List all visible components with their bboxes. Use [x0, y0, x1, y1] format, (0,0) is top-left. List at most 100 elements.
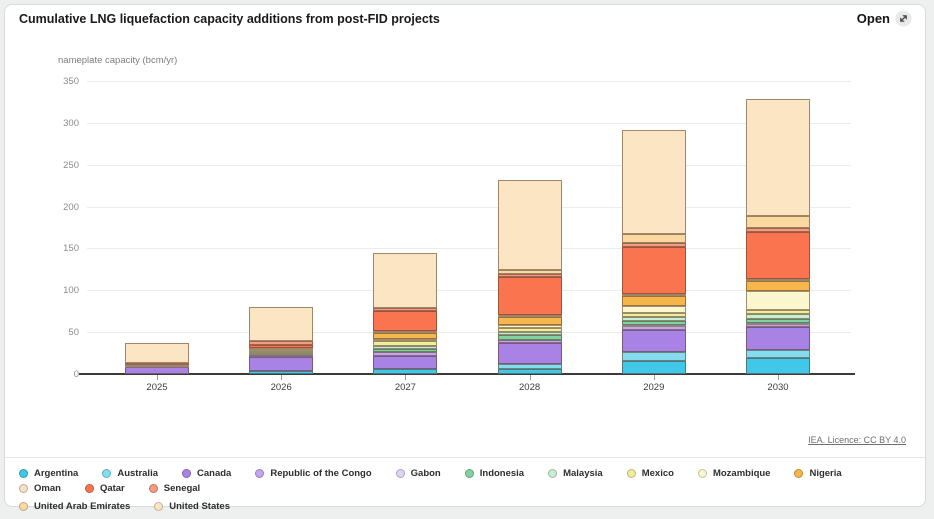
bar-segment-gabon-2030[interactable]: [746, 322, 810, 325]
legend-item-united-arab-emirates[interactable]: United Arab Emirates: [19, 499, 130, 514]
bar-segment-malaysia-2029[interactable]: [621, 317, 686, 322]
bar-segment-malaysia-2028[interactable]: [497, 332, 562, 336]
stacked-bar-2025: [125, 5, 189, 374]
bar-segment-mozambique-2028[interactable]: [497, 324, 562, 328]
bar-segment-nigeria-2029[interactable]: [621, 296, 686, 307]
legend-label: Mexico: [641, 468, 674, 479]
bar-segment-indonesia-2028[interactable]: [497, 335, 562, 340]
bar-segment-united-states-2028[interactable]: [497, 179, 562, 271]
bar-segment-indonesia-2029[interactable]: [621, 321, 686, 326]
legend-item-oman[interactable]: Oman: [19, 481, 61, 496]
bar-segment-malaysia-2027[interactable]: [373, 345, 438, 349]
bar-segment-mexico-2028[interactable]: [497, 327, 562, 333]
bar-segment-argentina-2030[interactable]: [746, 358, 810, 374]
bar-segment-mexico-2030[interactable]: [746, 309, 810, 314]
bar-segment-argentina-2028[interactable]: [497, 368, 562, 374]
bar-segment-senegal-2026[interactable]: [249, 341, 314, 345]
bar-segment-united-states-2029[interactable]: [621, 129, 686, 235]
bar-segment-mozambique-2029[interactable]: [621, 306, 686, 313]
x-tick-mark-2027: [405, 375, 407, 380]
bar-segment-canada-2028[interactable]: [497, 343, 562, 364]
bar-segment-mexico-2026[interactable]: [249, 350, 314, 354]
legend-item-argentina[interactable]: Argentina: [19, 466, 78, 481]
bar-segment-argentina-2026[interactable]: [249, 370, 314, 374]
bar-segment-qatar-2027[interactable]: [373, 311, 438, 332]
legend-item-nigeria[interactable]: Nigeria: [794, 466, 842, 481]
bar-segment-oman-2025[interactable]: [125, 364, 189, 367]
bar-segment-australia-2030[interactable]: [746, 349, 810, 359]
bar-segment-canada-2025[interactable]: [125, 367, 189, 374]
bar-segment-united-arab-emirates-2030[interactable]: [746, 215, 810, 229]
legend-item-republic-of-the-congo[interactable]: Republic of the Congo: [255, 466, 372, 481]
y-tick-label-200: 200: [63, 201, 79, 213]
bar-segment-senegal-2029[interactable]: [621, 243, 686, 247]
bar-segment-qatar-2026[interactable]: [249, 344, 314, 349]
legend-item-australia[interactable]: Australia: [102, 466, 158, 481]
bar-segment-republic-of-the-congo-2028[interactable]: [497, 339, 562, 344]
bar-segment-oman-2028[interactable]: [497, 315, 562, 318]
bar-segment-malaysia-2030[interactable]: [746, 313, 810, 319]
bar-segment-nigeria-2027[interactable]: [373, 332, 438, 339]
legend-dot-gabon: [395, 469, 405, 478]
bar-segment-united-states-2026[interactable]: [249, 307, 314, 342]
legend-label: Qatar: [99, 483, 125, 494]
bar-segment-nigeria-2028[interactable]: [497, 317, 562, 325]
bar-segment-united-states-2030[interactable]: [746, 99, 810, 216]
gridline-50: [87, 332, 851, 334]
bar-segment-senegal-2030[interactable]: [746, 228, 810, 232]
bar-segment-argentina-2027[interactable]: [373, 368, 438, 374]
bar-segment-senegal-2025[interactable]: [125, 363, 189, 366]
bar-segment-canada-2029[interactable]: [621, 329, 686, 353]
bar-segment-australia-2028[interactable]: [497, 363, 562, 369]
bar-segment-united-arab-emirates-2028[interactable]: [497, 270, 562, 274]
bar-segment-mexico-2027[interactable]: [373, 341, 438, 346]
legend-item-gabon[interactable]: Gabon: [395, 466, 441, 481]
plot-area: 0 50 100 150 200 250 300 350 2025 2026 2027 2028 202…: [5, 5, 925, 465]
gridline-100: [87, 290, 851, 292]
bar-segment-argentina-2029[interactable]: [621, 360, 686, 374]
bar-segment-canada-2027[interactable]: [373, 355, 438, 369]
bar-segment-united-states-2025[interactable]: [125, 343, 189, 364]
bar-segment-oman-2027[interactable]: [373, 331, 438, 334]
bar-segment-malaysia-2026[interactable]: [249, 353, 314, 356]
bar-segment-nigeria-2030[interactable]: [746, 281, 810, 292]
bar-segment-indonesia-2030[interactable]: [746, 318, 810, 323]
bar-segment-republic-of-the-congo-2026[interactable]: [249, 354, 314, 358]
bar-segment-mozambique-2030[interactable]: [746, 291, 810, 310]
open-button[interactable]: Open: [857, 10, 912, 27]
bar-segment-canada-2030[interactable]: [746, 327, 810, 350]
legend-row-2: United Arab Emirates United States: [19, 499, 915, 514]
bar-segment-oman-2026[interactable]: [249, 348, 314, 351]
legend-dot-indonesia: [464, 469, 474, 478]
legend-item-qatar[interactable]: Qatar: [84, 481, 125, 496]
bar-segment-canada-2026[interactable]: [249, 357, 314, 371]
bar-segment-oman-2030[interactable]: [746, 279, 810, 282]
bar-segment-mozambique-2027[interactable]: [373, 338, 438, 342]
bar-segment-qatar-2029[interactable]: [621, 246, 686, 295]
bar-segment-qatar-2030[interactable]: [746, 231, 810, 280]
bar-segment-gabon-2029[interactable]: [621, 325, 686, 328]
licence-link[interactable]: IEA. Licence: CC BY 4.0: [808, 435, 906, 445]
stacked-bar-2027: [373, 5, 438, 374]
bar-segment-indonesia-2027[interactable]: [373, 348, 438, 353]
bar-segment-oman-2029[interactable]: [621, 294, 686, 297]
bar-segment-republic-of-the-congo-2027[interactable]: [373, 352, 438, 356]
legend-item-senegal[interactable]: Senegal: [148, 481, 200, 496]
bar-segment-united-states-2027[interactable]: [373, 252, 438, 308]
legend-dot-oman: [19, 484, 28, 493]
x-tick-mark-2028: [529, 375, 531, 380]
bar-segment-senegal-2028[interactable]: [497, 273, 562, 277]
legend-item-mozambique[interactable]: Mozambique: [697, 466, 770, 481]
bar-segment-united-arab-emirates-2029[interactable]: [621, 234, 686, 244]
legend-item-mexico[interactable]: Mexico: [626, 466, 674, 481]
x-tick-mark-2026: [281, 375, 283, 380]
bar-segment-qatar-2028[interactable]: [497, 276, 562, 316]
bar-segment-senegal-2027[interactable]: [373, 307, 438, 312]
expand-icon: [895, 10, 912, 27]
legend-item-canada[interactable]: Canada: [182, 466, 231, 481]
bar-segment-australia-2029[interactable]: [621, 352, 686, 361]
legend-item-malaysia[interactable]: Malaysia: [548, 466, 603, 481]
bar-segment-mexico-2029[interactable]: [621, 312, 686, 318]
legend-item-united-states[interactable]: United States: [154, 499, 230, 514]
legend-item-indonesia[interactable]: Indonesia: [464, 466, 524, 481]
